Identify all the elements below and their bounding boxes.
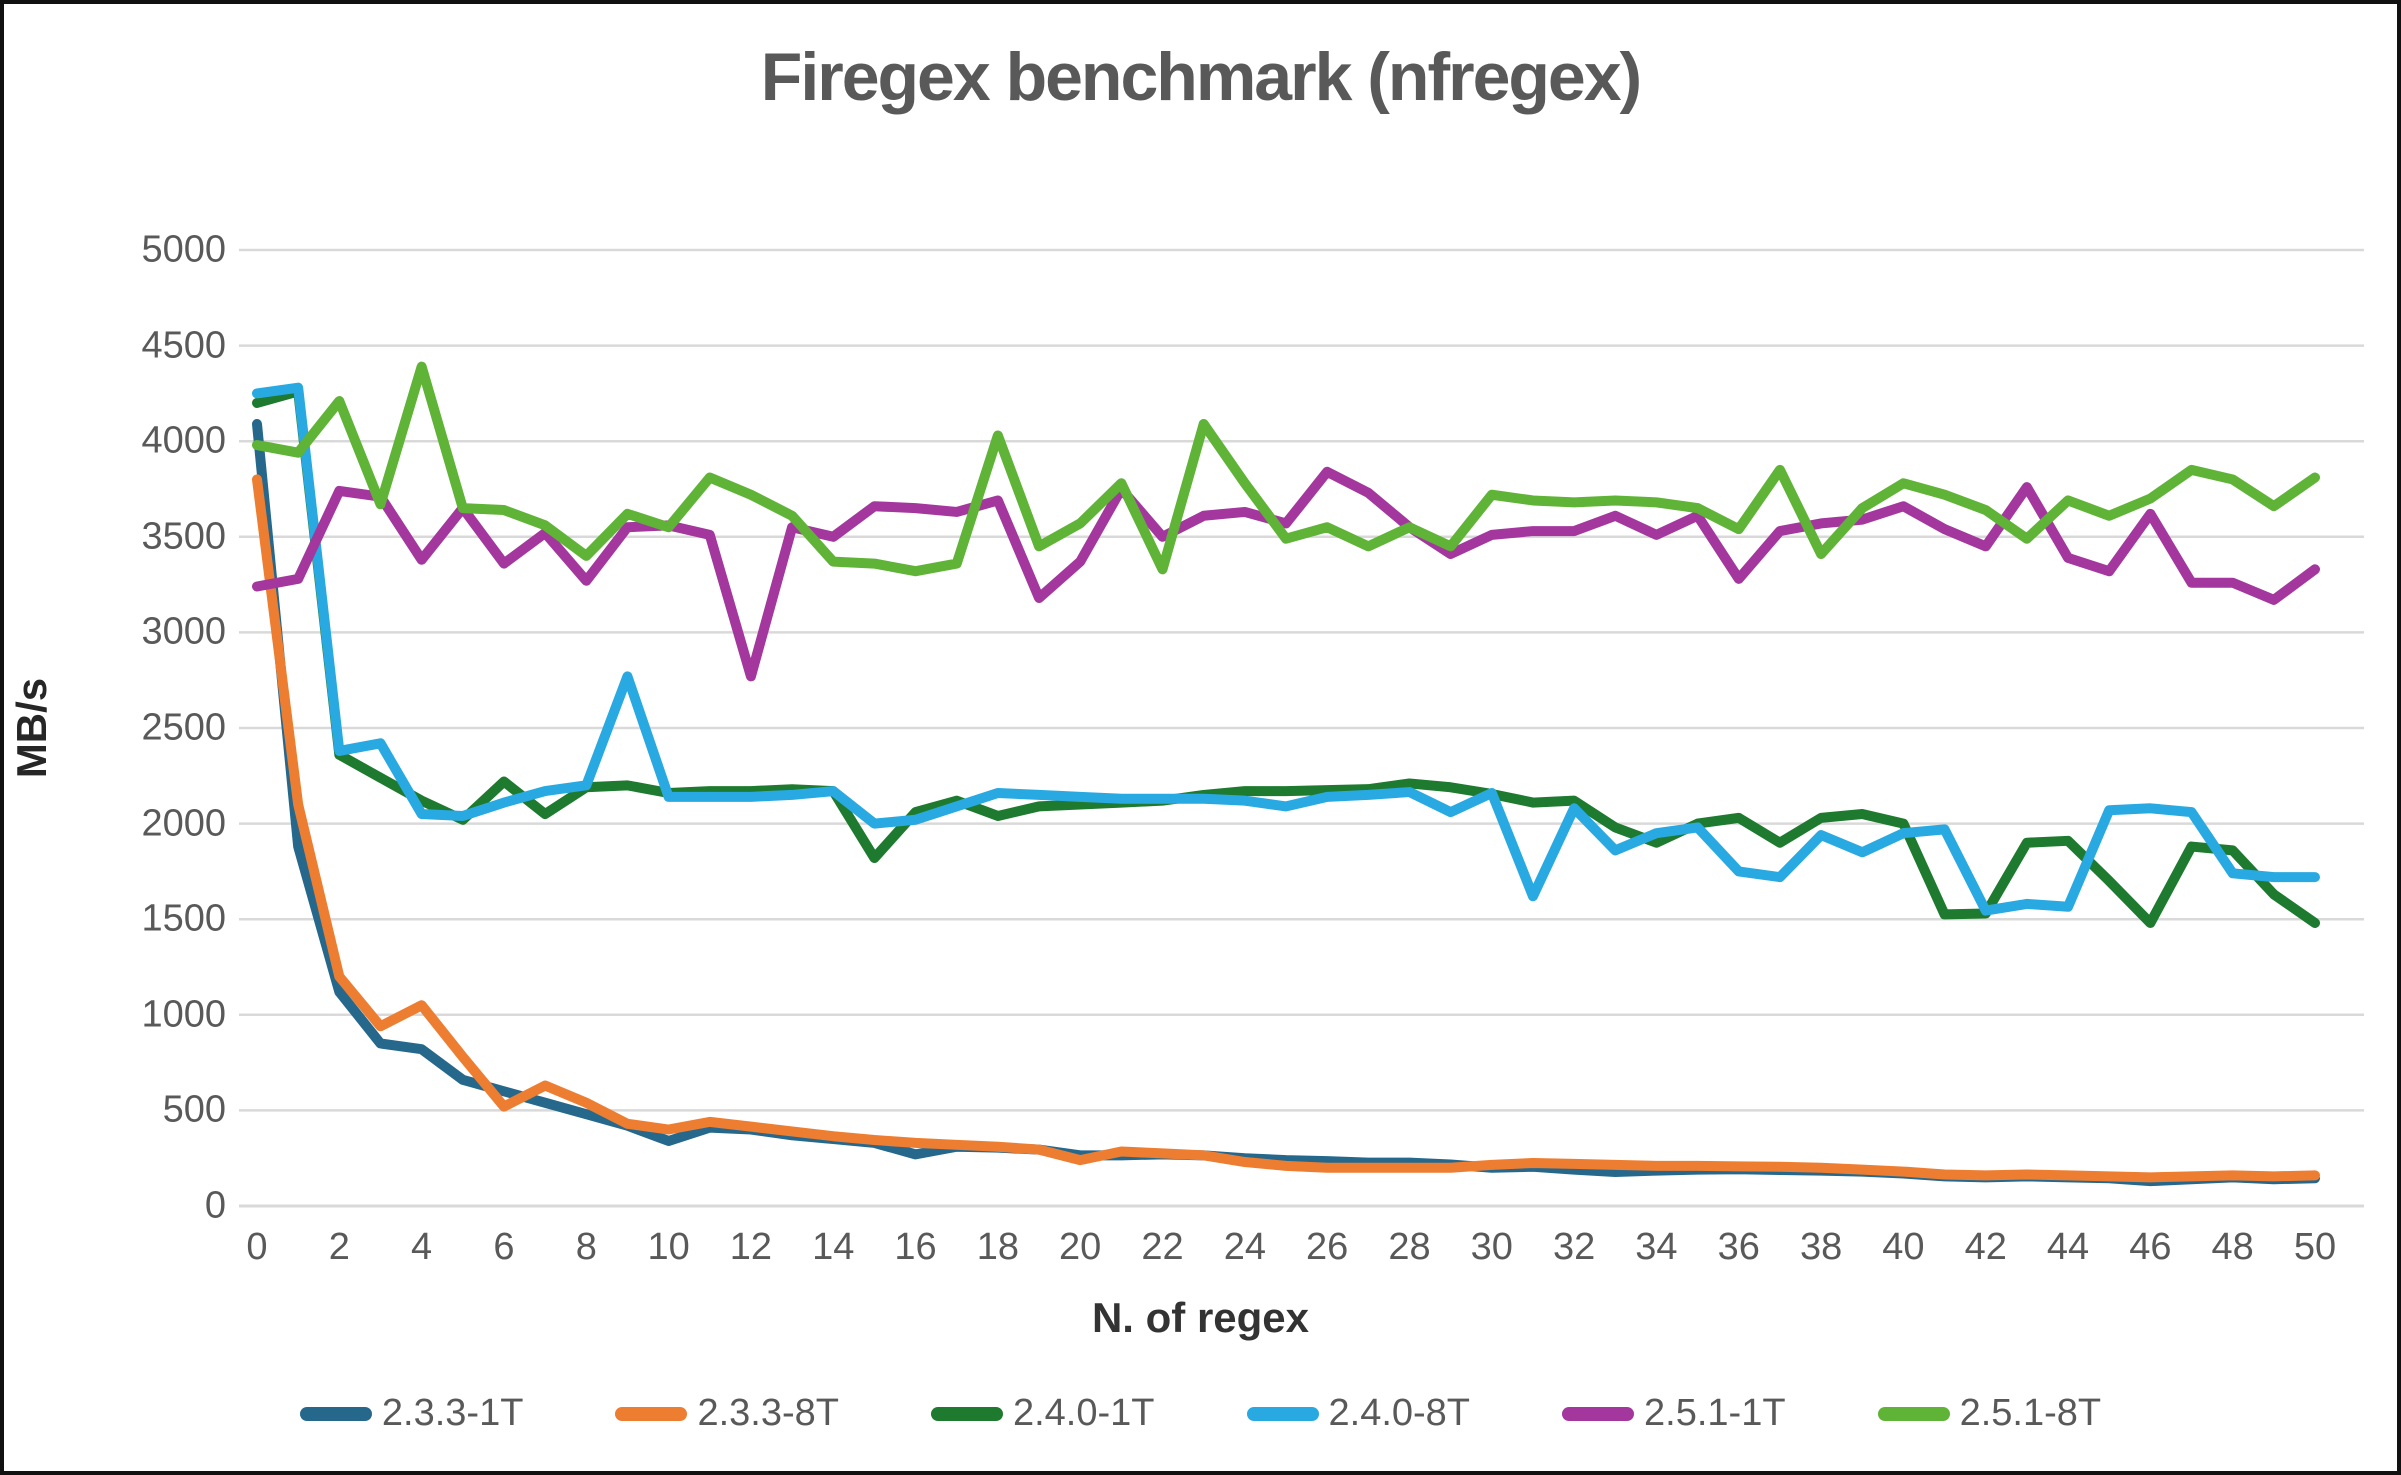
legend-label-2.4.0-8T: 2.4.0-8T [1328, 1392, 1471, 1434]
x-tick-16: 16 [894, 1226, 937, 1268]
legend-swatch-2.3.3-1T [299, 1406, 372, 1421]
y-tick-1000: 1000 [141, 993, 226, 1036]
plot-area [239, 248, 2364, 1208]
legend-item-2.3.3-1T: 2.3.3-1T [299, 1392, 524, 1435]
legend-item-2.5.1-1T: 2.5.1-1T [1562, 1392, 1786, 1435]
y-tick-4000: 4000 [141, 419, 226, 462]
x-tick-14: 14 [812, 1226, 855, 1268]
legend-swatch-2.3.3-8T [615, 1406, 688, 1421]
x-axis-title: N. of regex [1091, 1294, 1310, 1341]
x-tick-18: 18 [976, 1226, 1020, 1268]
x-tick-36: 36 [1717, 1226, 1760, 1268]
y-tick-3000: 3000 [141, 610, 226, 653]
y-tick-3500: 3500 [141, 515, 226, 558]
legend-swatch-2.5.1-1T [1562, 1406, 1635, 1421]
chart-legend: 2.3.3-1T 2.3.3-8T 2.4.0-1T 2.4.0-8T 2.5.1-1T… [4, 1392, 2397, 1435]
x-tick-42: 42 [1964, 1226, 2007, 1268]
x-tick-4: 4 [411, 1226, 433, 1268]
x-tick-48: 48 [2211, 1226, 2254, 1268]
x-tick-10: 10 [647, 1226, 690, 1268]
x-tick-26: 26 [1306, 1226, 1349, 1268]
x-tick-46: 46 [2129, 1226, 2172, 1268]
series-line-2.4.0-8T [252, 382, 2320, 916]
legend-label-2.5.1-1T: 2.5.1-1T [1644, 1392, 1786, 1434]
x-tick-24: 24 [1223, 1226, 1266, 1268]
series-line-2.3.3-8T [252, 474, 2320, 1183]
x-tick-28: 28 [1388, 1226, 1431, 1268]
y-tick-1500: 1500 [141, 897, 226, 940]
x-tick-20: 20 [1059, 1226, 1102, 1268]
chart-title: Firegex benchmark (nfregex) [760, 39, 1642, 115]
series-line-2.5.1-8T [252, 361, 2320, 577]
legend-label-2.3.3-1T: 2.3.3-1T [381, 1392, 524, 1434]
y-axis-title: MB/s [8, 677, 55, 779]
y-tick-500: 500 [162, 1088, 226, 1131]
x-tick-8: 8 [575, 1226, 597, 1268]
y-tick-2500: 2500 [141, 706, 226, 749]
series-line-2.5.1-1T [252, 466, 2320, 682]
legend-label-2.5.1-8T: 2.5.1-8T [1959, 1392, 2102, 1434]
series-line-2.4.0-1T [252, 386, 2320, 929]
legend-label-2.4.0-1T: 2.4.0-1T [1012, 1392, 1155, 1434]
x-tick-32: 32 [1552, 1226, 1596, 1268]
legend-item-2.3.3-8T: 2.3.3-8T [615, 1392, 839, 1435]
x-tick-50: 50 [2293, 1226, 2337, 1268]
x-tick-40: 40 [1882, 1226, 1925, 1268]
legend-item-2.5.1-8T: 2.5.1-8T [1877, 1392, 2102, 1435]
x-tick-12: 12 [729, 1226, 773, 1268]
legend-label-2.3.3-8T: 2.3.3-8T [697, 1392, 839, 1434]
legend-item-2.4.0-8T: 2.4.0-8T [1246, 1392, 1471, 1435]
x-tick-6: 6 [493, 1226, 515, 1268]
y-tick-0: 0 [204, 1184, 226, 1227]
legend-item-2.4.0-1T: 2.4.0-1T [930, 1392, 1155, 1435]
legend-swatch-2.4.0-8T [1246, 1406, 1319, 1421]
x-tick-34: 34 [1635, 1226, 1678, 1268]
x-tick-0: 0 [246, 1226, 268, 1268]
legend-swatch-2.5.1-8T [1877, 1406, 1950, 1421]
x-tick-38: 38 [1799, 1226, 1843, 1268]
y-tick-4500: 4500 [141, 324, 226, 367]
y-tick-5000: 5000 [141, 228, 226, 271]
y-tick-2000: 2000 [141, 802, 226, 845]
x-tick-44: 44 [2046, 1226, 2090, 1268]
x-tick-2: 2 [328, 1226, 350, 1268]
x-tick-22: 22 [1141, 1226, 1184, 1268]
x-tick-30: 30 [1470, 1226, 1513, 1268]
legend-swatch-2.4.0-1T [930, 1406, 1003, 1421]
